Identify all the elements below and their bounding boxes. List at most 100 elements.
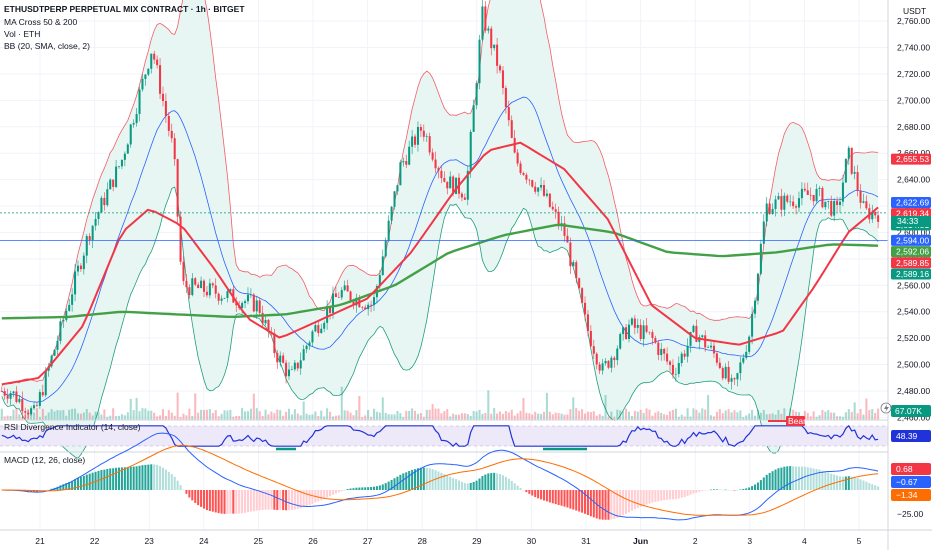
rsi-pane <box>0 419 888 453</box>
candle <box>443 171 446 183</box>
candle <box>446 181 449 195</box>
candle <box>660 342 663 361</box>
candle <box>671 359 674 379</box>
macd-histogram-bar <box>563 490 566 507</box>
volume-bar <box>88 412 91 420</box>
candle <box>648 331 651 335</box>
macd-histogram-bar <box>331 490 334 495</box>
volume-bar <box>217 416 220 420</box>
candle <box>437 166 440 179</box>
macd-histogram-bar <box>352 488 355 490</box>
price-axis-tick: 2,760.00 <box>897 16 930 26</box>
volume-bar <box>584 413 587 420</box>
macd-histogram-bar <box>569 490 572 509</box>
macd-histogram-bar <box>153 464 156 490</box>
candle <box>191 273 194 297</box>
candle <box>235 296 238 313</box>
candle <box>847 145 850 165</box>
candle <box>537 186 540 197</box>
candle <box>346 279 349 292</box>
candle <box>396 185 399 195</box>
candle <box>205 285 208 298</box>
volume-bar <box>774 414 777 420</box>
volume-bar <box>346 410 349 420</box>
macd-histogram-bar <box>200 490 203 507</box>
volume-bar <box>836 416 839 420</box>
macd-histogram-bar <box>71 480 74 490</box>
candle <box>159 58 162 100</box>
volume-bar <box>548 411 551 420</box>
macd-title[interactable]: MACD (12, 26, close) <box>4 455 85 465</box>
volume-bar <box>191 416 194 420</box>
volume-bar <box>120 414 123 420</box>
macd-histogram-bar <box>865 481 868 490</box>
volume-bar <box>677 416 680 420</box>
macd-histogram-bar <box>144 464 147 490</box>
macd-histogram-bar <box>311 490 314 504</box>
candle <box>844 158 847 183</box>
volume-bar <box>132 410 135 420</box>
volume-bar <box>668 411 672 420</box>
indicator-bollinger[interactable]: BB (20, SMA, close, 2) <box>4 41 90 51</box>
volume-bar <box>610 411 613 420</box>
macd-histogram-bar <box>654 490 657 502</box>
macd-histogram-bar <box>59 485 62 490</box>
volume-bar <box>381 397 384 420</box>
candle <box>472 99 475 132</box>
macd-histogram-bar <box>469 483 472 490</box>
macd-histogram-bar <box>270 490 273 510</box>
price-tag-value: 2,622.69 <box>896 197 929 207</box>
volume-bar <box>68 409 71 420</box>
volume-bar <box>487 390 490 420</box>
bollinger-basis <box>1 96 879 403</box>
macd-histogram-bar <box>176 480 179 490</box>
macd-histogram-bar <box>85 474 88 490</box>
candle <box>317 321 320 337</box>
volume-bar <box>32 412 36 420</box>
price-tag-value: 2,655.53 <box>896 154 929 164</box>
symbol-title[interactable]: ETHUSDTPERP PERPETUAL MIX CONTRACT · 1h … <box>4 4 245 14</box>
macd-histogram-bar <box>859 479 862 490</box>
macd-histogram-bar <box>630 490 633 511</box>
volume-bar <box>627 411 631 420</box>
candle <box>431 148 434 162</box>
macd-histogram-bar <box>525 490 528 493</box>
candle <box>320 323 323 334</box>
volume-bar <box>214 410 217 420</box>
candle <box>850 147 853 176</box>
macd-histogram-bar <box>868 483 871 490</box>
volume-bar <box>654 412 657 420</box>
macd-axis-tick: −25.00 <box>897 509 924 519</box>
macd-histogram-bar <box>76 477 80 490</box>
volume-bar <box>331 416 334 420</box>
time-axis[interactable]: 21 22 23 24 25 26 27 28 29 30 31 Jun 2 3 4 5 <box>35 536 861 546</box>
indicator-volume[interactable]: Vol · ETH <box>4 29 40 39</box>
volume-bar <box>748 413 751 420</box>
volume-bar <box>387 414 390 420</box>
candle <box>279 351 282 367</box>
volume-bar <box>642 412 645 420</box>
macd-histogram-bar <box>771 471 774 490</box>
volume-bar <box>79 413 82 420</box>
candle <box>745 344 748 360</box>
rsi-title[interactable]: RSI Divergence Indicator (14, close) <box>4 422 141 432</box>
price-axis-tick: 2,720.00 <box>897 69 930 79</box>
macd-histogram-bar <box>484 474 487 490</box>
indicator-ma-cross[interactable]: MA Cross 50 & 200 <box>4 17 78 27</box>
candle <box>170 123 173 143</box>
macd-histogram-bar <box>534 490 537 498</box>
lightning-icon[interactable] <box>880 402 892 414</box>
macd-histogram-bar <box>82 475 85 490</box>
volume-bar <box>645 408 648 420</box>
macd-histogram-bar <box>287 490 291 511</box>
candle <box>381 249 384 276</box>
candle <box>311 329 314 348</box>
macd-histogram-bar <box>135 466 138 490</box>
macd-histogram-bar <box>668 490 672 500</box>
candle <box>390 205 393 225</box>
volume-bar <box>683 416 686 420</box>
macd-histogram-bar <box>62 484 65 490</box>
candle <box>194 276 197 287</box>
volume-bar <box>252 393 255 420</box>
candle <box>548 193 551 208</box>
